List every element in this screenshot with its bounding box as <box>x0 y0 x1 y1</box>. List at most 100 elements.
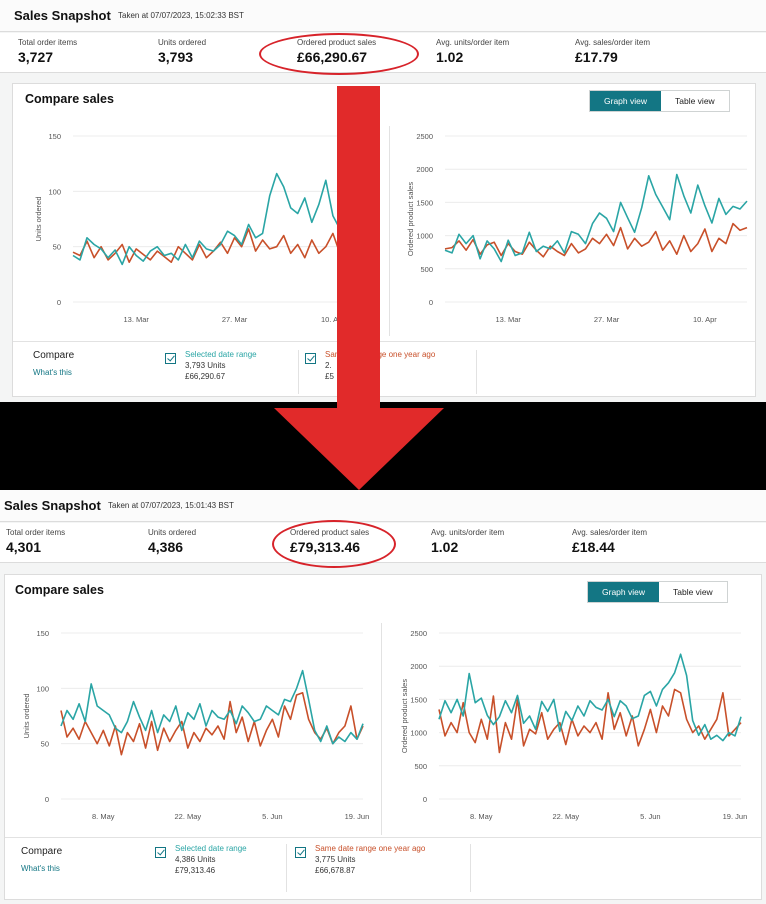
series-line <box>444 173 748 263</box>
view-toggle: Graph view Table view <box>587 581 728 603</box>
metric-label: Total order items <box>18 38 78 47</box>
y-axis-label: Ordered product sales <box>406 182 415 256</box>
metric-avg-sales-per-order-item: Avg. sales/order item £17.79 <box>575 38 650 65</box>
y-axis-label: Units ordered <box>22 693 31 738</box>
whats-this-link[interactable]: What's this <box>21 864 60 873</box>
legend-selected-range: Selected date range 4,386 Units £79,313.… <box>155 844 287 892</box>
selected-range-checkbox[interactable] <box>155 847 166 858</box>
y-axis-label: Units ordered <box>34 196 43 241</box>
legend-last-year-range: Same date range one year ago 2. £5 <box>305 350 477 394</box>
legend-units: 4,386 Units <box>175 855 216 864</box>
legend-last-year-range: Same date range one year ago 3,775 Units… <box>295 844 471 892</box>
compare-sales-title: Compare sales <box>15 583 104 597</box>
metric-units-ordered: Units ordered 4,386 <box>148 528 196 555</box>
x-tick-label: 27. Mar <box>594 315 620 324</box>
series-line <box>60 692 364 756</box>
metric-value: £18.44 <box>572 539 615 555</box>
y-tick-label: 500 <box>420 265 433 274</box>
snapshot-panel-after: Sales Snapshot Taken at 07/07/2023, 15:0… <box>0 490 766 904</box>
x-tick-label: 22. May <box>174 812 201 821</box>
line-chart-svg: 0 500 1000 1500 2000 2500 13. Mar 27. Mar 10. Ap… <box>406 132 748 324</box>
x-tick-label: 19. Jun <box>345 812 370 821</box>
line-chart-svg: 0 500 1000 1500 2000 2500 8. May 22. May 5. Jun 1… <box>400 629 748 821</box>
y-tick-label: 150 <box>36 629 49 638</box>
y-tick-label: 50 <box>53 243 61 252</box>
compare-label: Compare <box>33 350 75 361</box>
y-tick-label: 2500 <box>416 132 433 141</box>
y-tick-label: 50 <box>41 740 49 749</box>
x-tick-label: 10. Apr <box>693 315 717 324</box>
y-tick-label: 2500 <box>410 629 427 638</box>
selected-range-checkbox[interactable] <box>165 353 176 364</box>
y-tick-label: 1500 <box>410 695 427 704</box>
units-ordered-chart: 0 50 100 150 13. Mar 27. Mar 10. Apr Units orde… <box>25 126 383 332</box>
y-tick-label: 1500 <box>416 198 433 207</box>
snapshot-title: Sales Snapshot <box>14 8 111 23</box>
metric-value: £17.79 <box>575 49 618 65</box>
last-year-range-checkbox[interactable] <box>295 847 306 858</box>
metric-value: £79,313.46 <box>290 539 361 555</box>
units-ordered-chart: 0 50 100 150 8. May 22. May 5. Jun 19. Jun Units… <box>13 623 371 829</box>
line-chart-svg: 0 50 100 150 13. Mar 27. Mar 10. Apr Units orde… <box>34 132 376 324</box>
legend-name: Selected date range <box>175 844 247 853</box>
legend-sales: £79,313.46 <box>175 866 216 875</box>
y-tick-label: 2000 <box>416 165 433 174</box>
snapshot-timestamp: Taken at 07/07/2023, 15:01:43 BST <box>108 501 234 510</box>
series-line <box>438 653 742 742</box>
metric-avg-units-per-order-item: Avg. units/order item 1.02 <box>436 38 509 65</box>
snapshot-panel-before: Sales Snapshot Taken at 07/07/2023, 15:0… <box>0 0 766 402</box>
x-tick-label: 10. Apr <box>321 315 345 324</box>
x-tick-label: 19. Jun <box>723 812 748 821</box>
series-line <box>438 688 742 754</box>
whats-this-link[interactable]: What's this <box>33 368 72 377</box>
graph-view-button[interactable]: Graph view <box>590 91 661 111</box>
metric-units-ordered: Units ordered 3,793 <box>158 38 206 65</box>
snapshot-header: Sales Snapshot Taken at 07/07/2023, 15:0… <box>0 490 766 522</box>
metric-label: Avg. sales/order item <box>572 528 647 537</box>
separator-band <box>0 402 766 490</box>
ordered-product-sales-chart: 0 500 1000 1500 2000 2500 13. Mar 27. Mar 10. Ap… <box>397 126 755 332</box>
x-tick-label: 13. Mar <box>123 315 149 324</box>
metric-value: 3,793 <box>158 49 194 65</box>
x-tick-label: 8. May <box>470 812 493 821</box>
y-tick-label: 0 <box>429 298 433 307</box>
y-tick-label: 0 <box>45 795 49 804</box>
compare-sales-card: Compare sales Graph view Table view 0 50 1… <box>12 83 756 397</box>
y-tick-label: 100 <box>36 684 49 693</box>
y-axis-label: Ordered product sales <box>400 679 409 753</box>
y-tick-label: 0 <box>57 298 61 307</box>
legend-sales: £5 <box>325 372 334 381</box>
table-view-button[interactable]: Table view <box>675 96 715 106</box>
metric-label: Total order items <box>6 528 66 537</box>
compare-sales-card: Compare sales Graph view Table view 0 50 1… <box>4 574 762 900</box>
metric-value: 4,301 <box>6 539 42 555</box>
legend-name: Same date range one year ago <box>325 350 436 359</box>
x-tick-label: 5. Jun <box>640 812 660 821</box>
metric-label: Avg. units/order item <box>431 528 505 537</box>
metric-value: 1.02 <box>436 49 464 65</box>
y-tick-label: 1000 <box>416 232 433 241</box>
metric-value: 3,727 <box>18 49 54 65</box>
metric-label: Ordered product sales <box>297 38 377 47</box>
metric-value: 1.02 <box>431 539 459 555</box>
snapshot-timestamp: Taken at 07/07/2023, 15:02:33 BST <box>118 11 244 20</box>
graph-view-button[interactable]: Graph view <box>588 582 659 602</box>
metrics-bar: Total order items 3,727 Units ordered 3,… <box>0 33 766 73</box>
legend-sales: £66,678.87 <box>315 866 356 875</box>
snapshot-title: Sales Snapshot <box>4 498 101 513</box>
snapshot-header: Sales Snapshot Taken at 07/07/2023, 15:0… <box>0 0 766 32</box>
table-view-button[interactable]: Table view <box>673 587 713 597</box>
metric-total-order-items: Total order items 4,301 <box>6 528 65 555</box>
last-year-range-checkbox[interactable] <box>305 353 316 364</box>
metric-value: £66,290.67 <box>297 49 368 65</box>
x-tick-label: 22. May <box>552 812 579 821</box>
y-tick-label: 100 <box>48 187 61 196</box>
ordered-product-sales-chart: 0 500 1000 1500 2000 2500 8. May 22. May 5. Jun 1… <box>391 623 749 829</box>
x-tick-label: 13. Mar <box>495 315 521 324</box>
compare-legend: Compare What's this Selected date range … <box>13 341 755 397</box>
legend-sales: £66,290.67 <box>185 372 226 381</box>
metric-label: Ordered product sales <box>290 528 370 537</box>
x-tick-label: 27. Mar <box>222 315 248 324</box>
compare-legend: Compare What's this Selected date range … <box>5 837 761 899</box>
y-tick-label: 0 <box>423 795 427 804</box>
